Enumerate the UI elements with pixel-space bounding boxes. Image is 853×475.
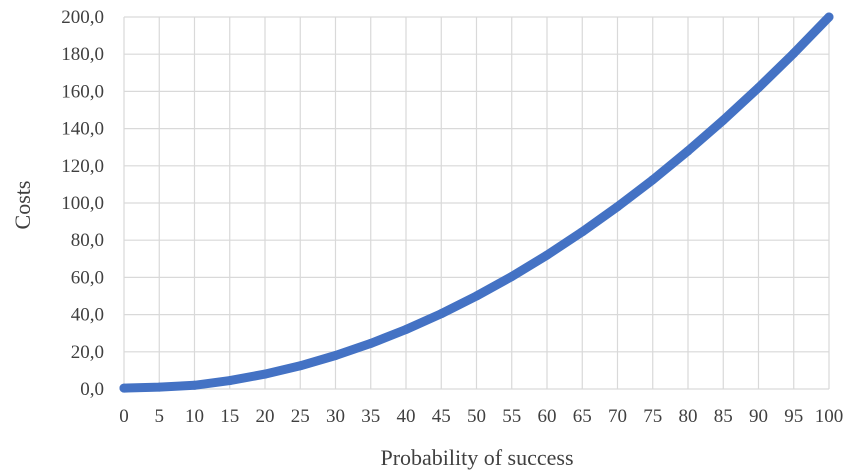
y-tick-label: 140,0 <box>61 119 104 140</box>
data-point <box>366 338 376 348</box>
data-point <box>824 12 834 22</box>
data-point <box>683 146 693 156</box>
x-tick-label: 45 <box>432 406 451 427</box>
data-point <box>154 382 164 392</box>
x-tick-label: 0 <box>119 406 129 427</box>
data-point <box>472 291 481 301</box>
data-point <box>789 48 799 58</box>
y-tick-label: 0,0 <box>80 379 104 400</box>
x-tick-label: 75 <box>643 406 662 427</box>
x-tick-label: 25 <box>291 406 310 427</box>
x-tick-label: 55 <box>502 406 521 427</box>
y-tick-label: 60,0 <box>71 267 104 288</box>
x-tick-label: 65 <box>573 406 592 427</box>
x-tick-label: 15 <box>220 406 239 427</box>
y-axis-title: Costs <box>10 181 35 230</box>
y-tick-label: 200,0 <box>61 7 104 28</box>
x-tick-label: 5 <box>155 406 165 427</box>
x-tick-label: 30 <box>326 406 345 427</box>
x-tick-label: 70 <box>608 406 627 427</box>
data-point <box>613 202 622 212</box>
data-point <box>577 227 587 237</box>
x-tick-label: 10 <box>185 406 204 427</box>
y-tick-label: 100,0 <box>61 193 104 214</box>
y-tick-label: 180,0 <box>61 44 104 65</box>
x-tick-label: 90 <box>749 406 768 427</box>
y-tick-label: 120,0 <box>61 156 104 177</box>
x-tick-label: 60 <box>538 406 557 427</box>
y-axis-ticks: 0,0 20,0 40,0 60,0 80,0 100,0 120,0 140,0 160,0 1… <box>61 7 104 400</box>
x-axis-title: Probability of success <box>380 445 573 470</box>
data-point <box>718 115 728 125</box>
x-tick-label: 35 <box>361 406 380 427</box>
data-point <box>225 376 235 386</box>
x-tick-label: 85 <box>714 406 733 427</box>
data-point <box>260 369 270 379</box>
data-point <box>331 351 340 361</box>
data-point <box>119 383 129 393</box>
data-point <box>295 361 305 371</box>
data-point <box>190 380 199 390</box>
data-point <box>401 324 411 334</box>
x-tick-label: 20 <box>256 406 275 427</box>
x-tick-label: 80 <box>679 406 698 427</box>
x-tick-label: 100 <box>815 406 844 427</box>
grid <box>123 16 830 390</box>
y-tick-label: 160,0 <box>61 81 104 102</box>
x-axis-ticks: 0 5 10 15 20 25 30 35 40 45 50 55 60 65 70 75 80 85 90 95 10… <box>119 406 843 427</box>
x-tick-label: 95 <box>784 406 803 427</box>
y-tick-label: 20,0 <box>71 342 104 363</box>
data-point <box>436 309 446 319</box>
y-tick-label: 40,0 <box>71 305 104 326</box>
series-layer <box>119 12 834 393</box>
data-point <box>754 83 763 93</box>
data-point <box>542 250 552 260</box>
y-tick-label: 80,0 <box>71 230 104 251</box>
data-point <box>507 271 517 281</box>
x-tick-label: 40 <box>397 406 416 427</box>
data-point <box>648 175 658 185</box>
x-tick-label: 50 <box>467 406 486 427</box>
